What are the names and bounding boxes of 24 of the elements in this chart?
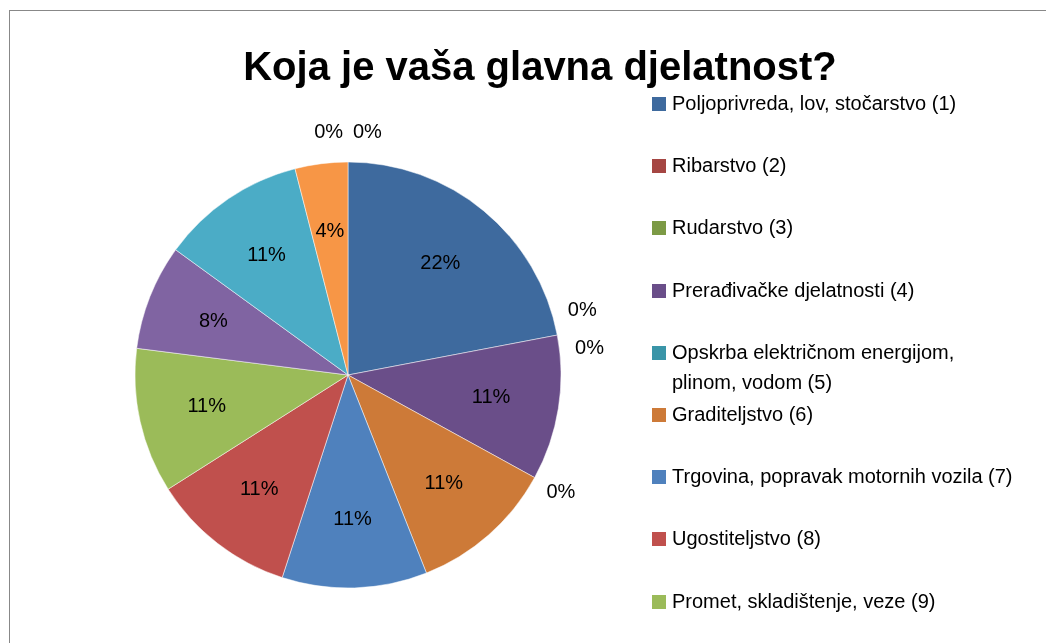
text: 0% <box>314 120 344 143</box>
text: 0% <box>546 479 576 502</box>
legend-label: Ribarstvo (2) <box>672 154 787 177</box>
legend-label: Promet, skladištenje, veze (9) <box>672 589 936 612</box>
legend-label: Prerađivačke djelatnosti (4) <box>672 278 915 301</box>
data-label: 8% <box>198 309 228 332</box>
data-label: 11% <box>424 471 464 494</box>
legend-label: Opskrba električnom energijom, plinom, vodom (5) <box>672 340 955 393</box>
data-label: 11% <box>239 476 279 499</box>
legend-label: Poljoprivreda, lov, stočarstvo (1) <box>672 92 957 114</box>
data-label: 11% <box>333 507 373 530</box>
text: 0% <box>575 336 605 359</box>
chart-title: Koja je vaša glavna djelatnost? <box>242 44 838 89</box>
text: 0% <box>567 298 597 321</box>
data-label: 22% <box>420 250 461 273</box>
data-label: 11% <box>247 242 287 265</box>
legend-label: Graditeljstvo (6) <box>672 403 814 425</box>
data-label: 4% <box>315 218 345 241</box>
legend-label: Rudarstvo (3) <box>672 216 794 239</box>
data-label: 11% <box>471 385 511 408</box>
text: 0% <box>352 120 382 143</box>
data-label: 11% <box>187 394 227 417</box>
legend-label: Ugostiteljstvo (8) <box>672 527 821 550</box>
legend-label: Trgovina, popravak motornih vozila (7) <box>672 465 1013 488</box>
